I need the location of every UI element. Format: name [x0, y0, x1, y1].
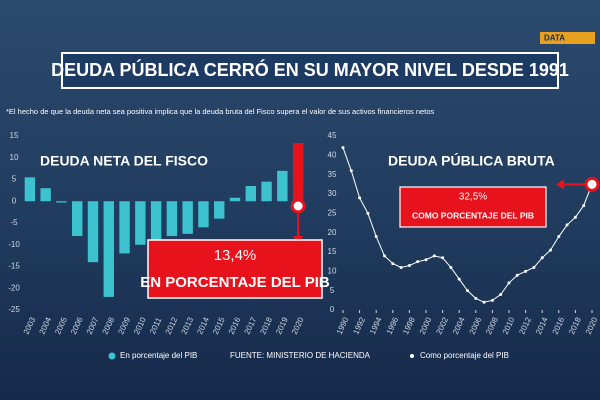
- y-tick-label: 10: [10, 153, 19, 162]
- bar: [166, 201, 178, 237]
- legend-swatch: [410, 354, 414, 358]
- bar: [40, 188, 51, 202]
- point: [565, 223, 569, 227]
- y-tick-label: 35: [328, 170, 337, 179]
- point: [557, 235, 561, 239]
- y-tick-label: -5: [10, 218, 18, 227]
- annotation: 13,4%: [214, 247, 257, 264]
- y-tick-label: -15: [8, 262, 20, 271]
- marker: [584, 176, 600, 192]
- point: [573, 215, 577, 219]
- y-tick-label: -25: [8, 305, 20, 314]
- bar: [150, 201, 162, 241]
- point: [366, 211, 370, 215]
- point: [432, 254, 436, 258]
- bar: [229, 197, 241, 202]
- bar: [261, 181, 272, 202]
- source: FUENTE: MINISTERIO DE HACIENDA: [230, 351, 371, 360]
- point: [466, 289, 469, 293]
- point: [407, 264, 411, 268]
- y-tick-label: 0: [330, 305, 335, 314]
- bar: [119, 201, 130, 254]
- point: [507, 281, 511, 285]
- y-tick-label: 40: [328, 150, 337, 159]
- annotation: 32,5%: [459, 192, 487, 203]
- y-tick-label: 5: [330, 286, 335, 295]
- annotation-box: [399, 186, 547, 228]
- point: [490, 298, 494, 302]
- arrow-head: [556, 179, 564, 190]
- point: [540, 256, 544, 260]
- bar: [182, 201, 193, 234]
- point: [349, 169, 353, 173]
- annotation: COMO PORCENTAJE DEL PIB: [412, 210, 534, 220]
- y-tick-label: 25: [328, 208, 337, 217]
- y-tick-label: 5: [12, 175, 17, 184]
- bar: [277, 170, 288, 202]
- brand-box: [540, 32, 595, 44]
- chart-title: DEUDA PÚBLICA BRUTA: [388, 152, 555, 169]
- y-tick-label: -10: [8, 240, 20, 249]
- y-tick-label: 45: [328, 131, 337, 140]
- bar: [214, 201, 225, 219]
- bar: [135, 201, 146, 245]
- point: [424, 258, 428, 262]
- point: [524, 269, 528, 273]
- point: [474, 296, 478, 300]
- point: [383, 254, 386, 258]
- annotation-box: [147, 239, 323, 299]
- point: [449, 265, 453, 269]
- point: [374, 235, 378, 239]
- bar: [198, 201, 209, 228]
- y-tick-label: 30: [328, 189, 337, 198]
- point: [515, 273, 519, 277]
- legend-swatch: [108, 352, 116, 360]
- point: [399, 265, 403, 269]
- point: [549, 248, 552, 252]
- chart-title: DEUDA NETA DEL FISCO: [40, 153, 208, 169]
- point: [358, 196, 362, 200]
- bar: [24, 177, 36, 202]
- point: [341, 146, 345, 150]
- bar: [87, 201, 99, 263]
- point: [532, 265, 536, 269]
- point: [482, 300, 486, 304]
- bar: [72, 201, 83, 237]
- bar: [292, 142, 304, 202]
- legend-label: En porcentaje del PIB: [120, 351, 197, 360]
- bar: [245, 186, 256, 202]
- point: [416, 260, 420, 264]
- y-tick-label: 15: [10, 131, 19, 140]
- point: [499, 293, 503, 297]
- bar: [103, 201, 114, 297]
- footnote: *El hecho de que la deuda neta sea posit…: [6, 107, 434, 116]
- y-tick-label: 20: [328, 228, 337, 237]
- legend-label: Como porcentaje del PIB: [420, 351, 509, 360]
- brand: DATA: [544, 34, 565, 43]
- y-tick-label: 15: [328, 247, 337, 256]
- title: DEUDA PÚBLICA CERRÓ EN SU MAYOR NIVEL DE…: [51, 59, 569, 80]
- y-tick-label: 0: [12, 196, 17, 205]
- title-box: [61, 52, 559, 89]
- point: [582, 204, 586, 208]
- point: [441, 256, 445, 260]
- point: [457, 277, 461, 281]
- bar: [56, 201, 67, 203]
- point: [391, 262, 395, 266]
- marker: [290, 198, 306, 214]
- y-tick-label: -20: [8, 283, 20, 292]
- y-tick-label: 10: [328, 266, 337, 275]
- annotation: EN PORCENTAJE DEL PIB: [140, 274, 330, 291]
